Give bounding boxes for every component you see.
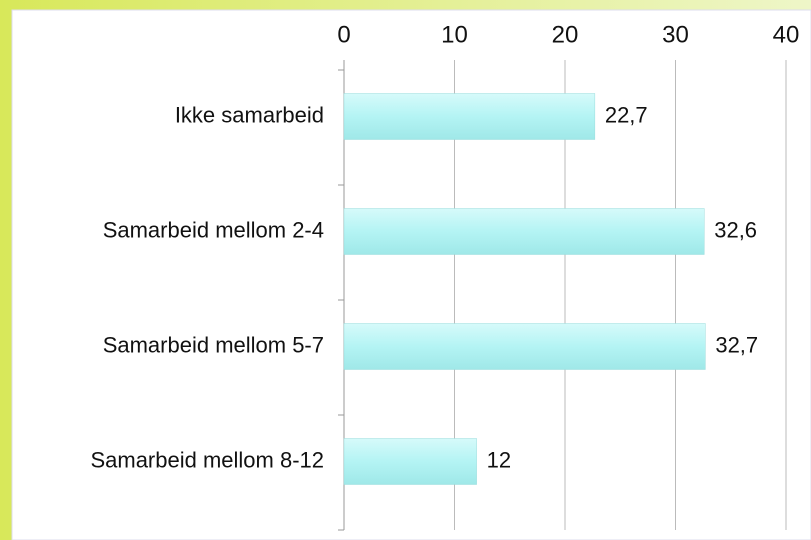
value-label: 32,6 — [714, 217, 757, 242]
y-tick-label: Samarbeid mellom 2-4 — [103, 217, 324, 242]
x-tick-label: 10 — [441, 21, 468, 48]
y-tick-label: Ikke samarbeid — [175, 102, 324, 127]
bar — [343, 438, 477, 485]
x-tick-label: 20 — [552, 21, 579, 48]
bar — [343, 208, 705, 255]
x-tick-label: 30 — [662, 21, 689, 48]
y-tick-label: Samarbeid mellom 5-7 — [103, 332, 324, 357]
value-label: 12 — [487, 447, 511, 472]
value-label: 32,7 — [715, 332, 758, 357]
y-tick-label: Samarbeid mellom 8-12 — [90, 447, 324, 472]
bar — [343, 323, 706, 370]
x-tick-label: 0 — [337, 21, 350, 48]
bar — [343, 93, 596, 140]
x-tick-label: 40 — [773, 21, 800, 48]
value-label: 22,7 — [605, 102, 648, 127]
